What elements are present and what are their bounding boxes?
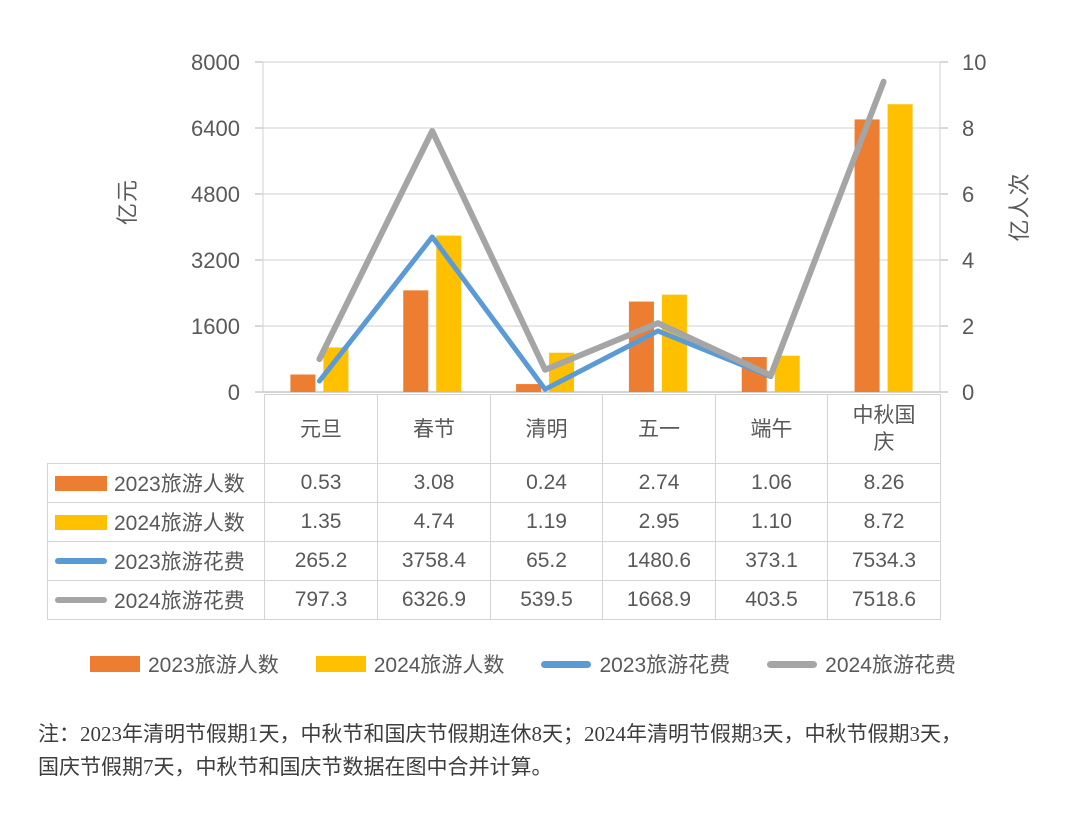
bar-swatch-series <box>55 514 107 530</box>
value-cell-s3-c4: 403.5 <box>715 580 828 620</box>
category-header-label: 元旦 <box>300 417 342 441</box>
right-axis-label: 6 <box>962 182 974 207</box>
category-header-5: 中秋国庆 <box>827 394 941 464</box>
left-axis-label: 1600 <box>191 314 240 339</box>
right-axis-label: 8 <box>962 116 974 141</box>
value-cell-s0-c5: 8.26 <box>827 463 941 503</box>
chart-bar-s0-c3 <box>628 301 654 392</box>
series-label-cell: 2024旅游人数 <box>47 502 265 542</box>
value-cell-s2-c2: 65.2 <box>490 541 603 581</box>
category-header-0: 元旦 <box>264 394 378 464</box>
value-cell-s1-c2: 1.19 <box>490 502 603 542</box>
value-cell-s2-c1: 3758.4 <box>377 541 491 581</box>
value-cell-s3-c1: 6326.9 <box>377 580 491 620</box>
bar-swatch-series <box>315 656 366 672</box>
value-cell-s3-c3: 1668.9 <box>602 580 716 620</box>
category-header-label: 端午 <box>750 417 793 441</box>
series-label-cell: 2023旅游花费 <box>47 541 265 581</box>
legend-label: 2023旅游人数 <box>148 654 279 677</box>
category-header-1: 春节 <box>377 394 491 464</box>
right-axis-label: 2 <box>962 314 974 339</box>
series-name-label: 2024旅游人数 <box>114 512 245 535</box>
line-swatch-series <box>55 597 107 603</box>
bar-swatch-series <box>55 475 107 491</box>
series-label-cell: 2023旅游人数 <box>47 463 265 503</box>
category-header-label: 五一 <box>638 417 680 441</box>
value-cell-s0-c3: 2.74 <box>602 463 716 503</box>
table-row-series-2: 2023旅游花费 265.2 3758.4 65.2 1480.6 373.1 7534.3 <box>47 541 941 581</box>
chart-bar-s0-c0 <box>290 374 316 392</box>
value-cell-s2-c5: 7534.3 <box>827 541 941 581</box>
bar-swatch-series <box>90 656 140 672</box>
series-name-label: 2024旅游花费 <box>114 590 245 613</box>
left-axis-label: 3200 <box>191 248 240 273</box>
series-key: 2023旅游花费 <box>48 546 264 576</box>
chart-bar-s0-c2 <box>516 384 542 392</box>
left-axis-label: 8000 <box>191 50 240 75</box>
value-cell-s1-c1: 4.74 <box>377 502 491 542</box>
chart-line-s1 <box>316 78 887 379</box>
table-row-series-3: 2024旅游花费 797.3 6326.9 539.5 1668.9 403.5 7518.… <box>47 580 941 620</box>
value-cell-s0-c2: 0.24 <box>490 463 603 503</box>
value-cell-s1-c4: 1.10 <box>715 502 828 542</box>
series-label-cell: 2024旅游花费 <box>47 580 265 620</box>
table-corner-blank <box>48 395 265 464</box>
left-axis-label: 0 <box>228 380 240 400</box>
legend-label: 2023旅游花费 <box>599 654 731 677</box>
right-axis-label: 0 <box>962 380 974 400</box>
series-key: 2024旅游花费 <box>48 585 264 615</box>
chart-legend: 2023旅游人数 2024旅游人数 2023旅游花费 2024旅游花费 <box>90 649 993 679</box>
left-axis-label: 6400 <box>191 116 240 141</box>
series-name-label: 2023旅游花费 <box>114 551 245 574</box>
series-key: 2024旅游人数 <box>48 507 264 537</box>
category-header-label: 春节 <box>413 417 455 441</box>
chart-bar-s0-c5 <box>854 119 880 393</box>
table-row-series-1: 2024旅游人数 1.35 4.74 1.19 2.95 1.10 8.72 <box>47 502 941 542</box>
value-cell-s1-c3: 2.95 <box>602 502 716 542</box>
category-header-3: 五一 <box>602 394 716 464</box>
category-header-2: 清明 <box>490 394 603 464</box>
line-swatch-series <box>541 660 592 668</box>
line-swatch-series <box>55 558 107 564</box>
value-cell-s0-c1: 3.08 <box>377 463 491 503</box>
chart-note: 注：2023年清明节假期1天，中秋节和国庆节假期连休8天；2024年清明节假期3… <box>38 722 962 779</box>
value-cell-s3-c0: 797.3 <box>264 580 378 620</box>
legend-item-0: 2023旅游人数 <box>90 649 279 679</box>
left-axis-label: 4800 <box>191 182 240 207</box>
value-cell-s3-c2: 539.5 <box>490 580 603 620</box>
right-axis-label: 4 <box>962 248 974 273</box>
legend-label: 2024旅游花费 <box>825 654 956 677</box>
category-header-label: 清明 <box>525 417 568 441</box>
category-header-label: 中秋国庆 <box>852 404 916 454</box>
value-cell-s2-c3: 1480.6 <box>602 541 716 581</box>
left-axis-title: 亿元 <box>115 179 140 225</box>
right-axis-title: 亿人次 <box>1007 172 1032 241</box>
data-table: 元旦 春节 清明 五一 端午 中秋国庆 2023旅游人数 0.53 3.08 0.24 2.74 1.… <box>47 394 941 620</box>
legend-label: 2024旅游人数 <box>373 654 505 677</box>
right-axis-label: 10 <box>962 50 986 75</box>
value-cell-s2-c0: 265.2 <box>264 541 378 581</box>
category-header-4: 端午 <box>715 394 828 464</box>
line-swatch-series <box>767 660 818 668</box>
value-cell-s0-c4: 1.06 <box>715 463 828 503</box>
series-key: 2023旅游人数 <box>48 468 264 498</box>
legend-item-1: 2024旅游人数 <box>315 649 505 679</box>
value-cell-s2-c4: 373.1 <box>715 541 828 581</box>
chart-bar-s1-c5 <box>887 104 913 393</box>
combo-chart-plot: 0 1600 3200 4800 6400 8000 0 2 4 6 8 10 亿元 亿人次 <box>115 50 1032 400</box>
series-name-label: 2023旅游人数 <box>114 473 245 496</box>
legend-item-3: 2024旅游花费 <box>767 649 956 679</box>
value-cell-s0-c0: 0.53 <box>264 463 378 503</box>
chart-data-table: 元旦 春节 清明 五一 端午 中秋国庆 2023旅游人数 0.53 3.08 0.24 2.74 1.… <box>47 394 941 620</box>
value-cell-s1-c5: 8.72 <box>827 502 941 542</box>
table-row-series-0: 2023旅游人数 0.53 3.08 0.24 2.74 1.06 8.26 <box>47 463 941 503</box>
chart-bar-s0-c1 <box>403 290 429 392</box>
value-cell-s3-c5: 7518.6 <box>827 580 941 620</box>
value-cell-s1-c0: 1.35 <box>264 502 378 542</box>
legend-item-2: 2023旅游花费 <box>541 649 730 679</box>
